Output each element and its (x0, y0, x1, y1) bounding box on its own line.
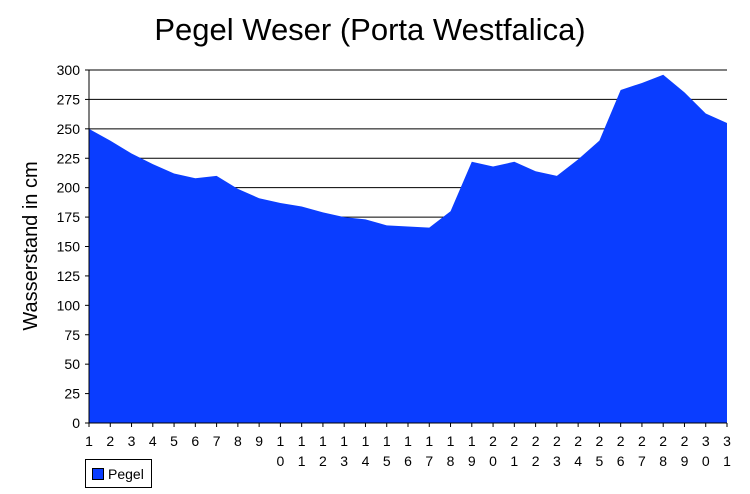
x-tick-label: 9 (255, 433, 263, 449)
x-tick-label: 4 (149, 433, 157, 449)
y-tick-label: 25 (64, 386, 80, 402)
x-tick-label: 6 (191, 433, 199, 449)
legend-label-pegel: Pegel (108, 466, 144, 482)
y-tick-label: 275 (57, 91, 81, 107)
series-area-pegel (89, 74, 727, 423)
y-tick-label: 175 (57, 209, 81, 225)
y-tick-label: 100 (57, 297, 81, 313)
x-tick-label: 1 (85, 433, 93, 449)
y-axis-label: Wasserstand in cm (20, 161, 42, 330)
x-tick-label: 3 (128, 433, 136, 449)
y-tick-label: 225 (57, 150, 81, 166)
x-tick-label: 5 (170, 433, 178, 449)
y-axis-ticks: 0 25 50 75 100 125 150 175 200 225 250 275 300 (57, 62, 89, 431)
y-tick-label: 75 (64, 327, 80, 343)
y-tick-label: 250 (57, 121, 81, 137)
x-tick-label: 2 (106, 433, 114, 449)
x-axis-ticks: 1 2 3 4 5 6 7 8 9 1 01 11 21 31 41 51 61 71 81 92 02 12 22 32 42… (85, 423, 731, 469)
y-tick-label: 150 (57, 239, 81, 255)
y-tick-label: 50 (64, 356, 80, 372)
y-tick-label: 200 (57, 180, 81, 196)
legend-swatch-pegel (92, 468, 104, 480)
legend: Pegel (85, 459, 152, 488)
y-tick-label: 125 (57, 268, 81, 284)
x-tick-label: 7 (213, 433, 221, 449)
y-tick-label: 0 (72, 415, 80, 431)
y-tick-label: 300 (57, 62, 81, 78)
x-tick-label: 8 (234, 433, 242, 449)
chart-title: Pegel Weser (Porta Westfalica) (154, 12, 586, 47)
